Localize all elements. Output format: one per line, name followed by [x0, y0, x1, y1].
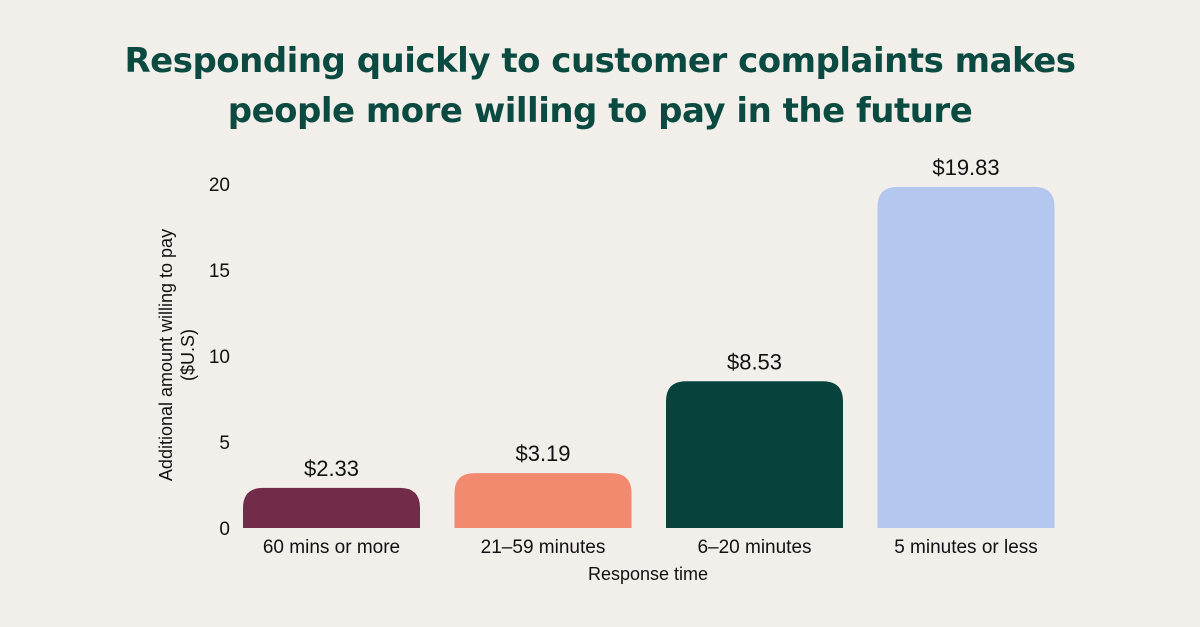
bar — [243, 487, 420, 528]
bar — [666, 381, 843, 528]
x-axis-title: Response time — [588, 564, 708, 584]
y-tick-label: 15 — [209, 261, 230, 282]
y-tick-label: 20 — [209, 175, 230, 196]
x-tick-label: 6–20 minutes — [697, 537, 811, 558]
chart-title-line-1: Responding quickly to customer complaint… — [124, 41, 1076, 81]
y-axis-title-line: Additional amount willing to pay — [156, 229, 176, 481]
y-tick-label: 5 — [219, 433, 230, 454]
x-tick-label: 21–59 minutes — [481, 537, 606, 558]
y-tick-label: 10 — [209, 347, 230, 368]
bar — [877, 186, 1055, 528]
bar — [454, 473, 632, 528]
x-tick-label: 5 minutes or less — [894, 537, 1038, 558]
data-label: $3.19 — [515, 441, 570, 466]
chart-title: Responding quickly to customer complaint… — [0, 36, 1200, 136]
chart-title-line-2: people more willing to pay in the future — [227, 91, 973, 131]
y-axis-title-line: ($U.S) — [178, 329, 198, 381]
data-label: $8.53 — [727, 349, 782, 374]
y-tick-label: 0 — [219, 519, 230, 540]
data-label: $2.33 — [304, 456, 359, 481]
data-label: $19.83 — [932, 155, 999, 180]
y-axis-title: Additional amount willing to pay ($U.S) — [156, 229, 198, 481]
x-tick-label: 60 mins or more — [263, 537, 400, 558]
